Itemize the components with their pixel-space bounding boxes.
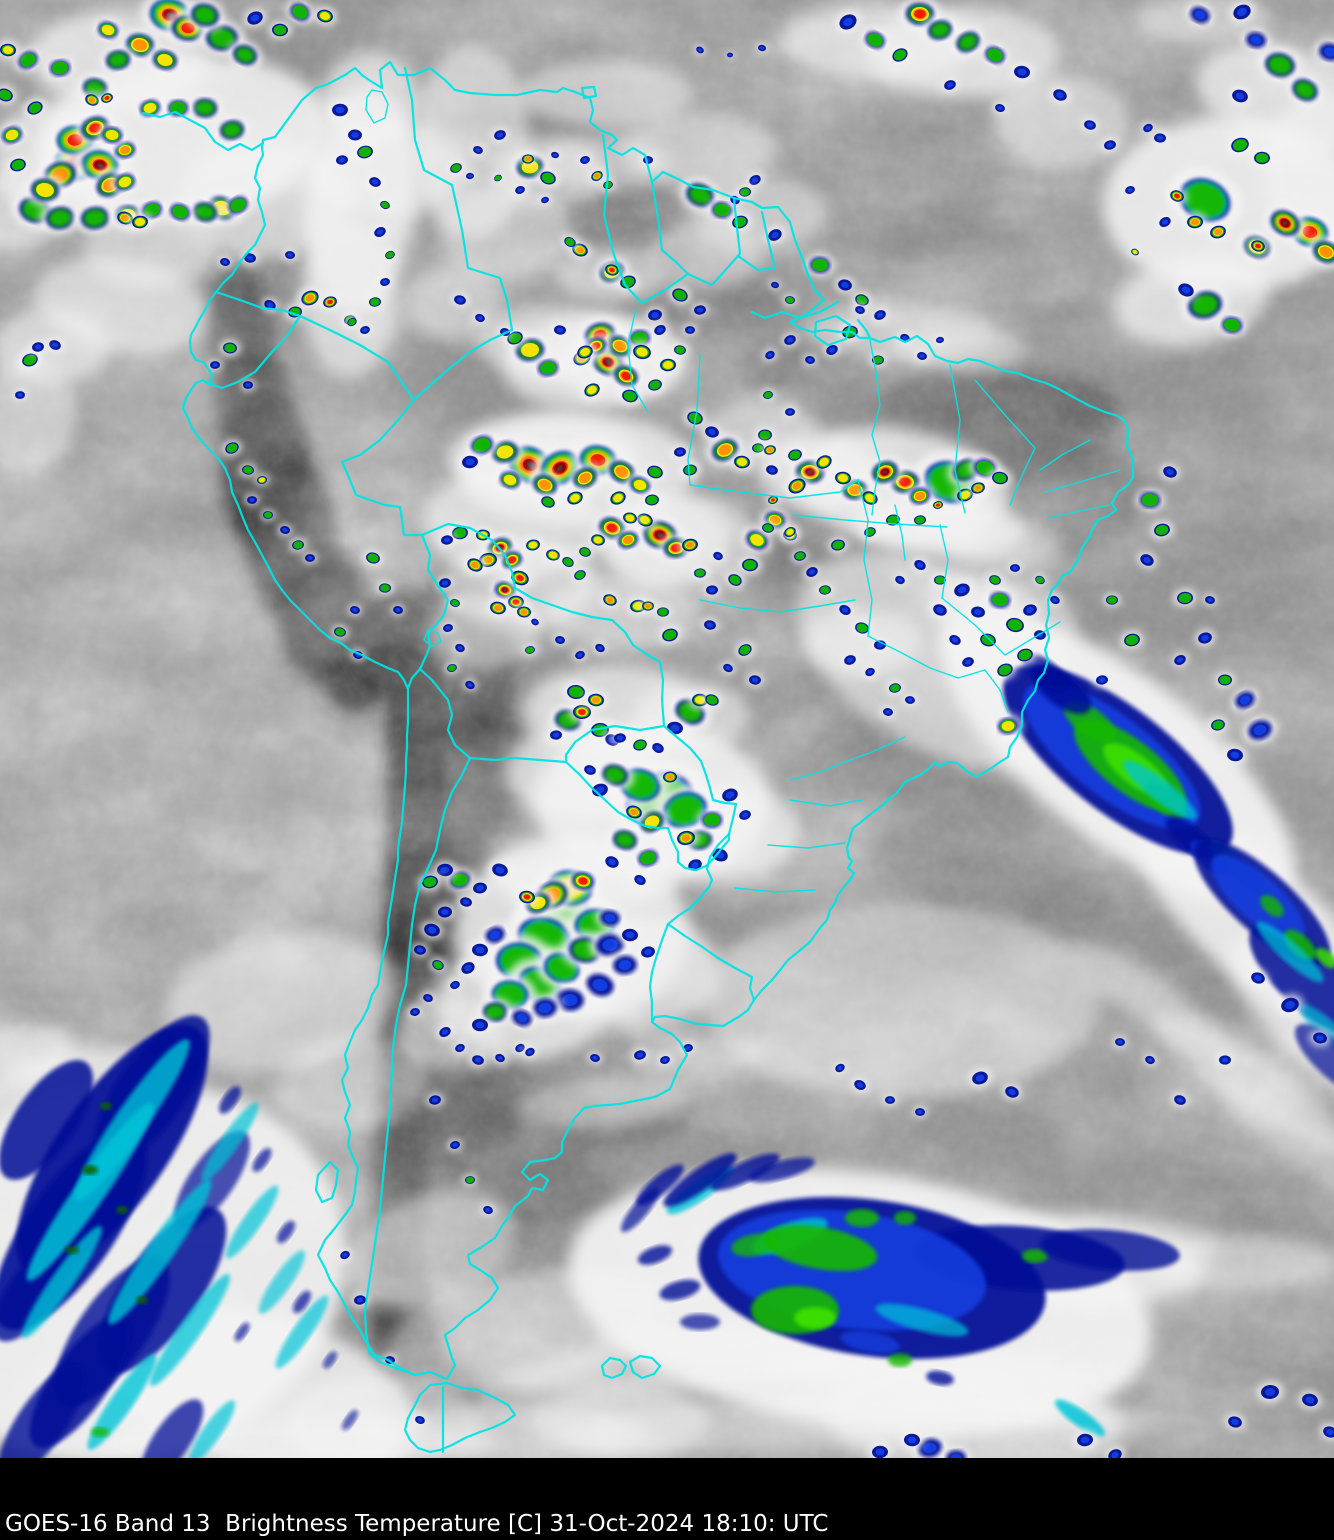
satellite-image xyxy=(0,0,1334,1458)
country-borders xyxy=(141,60,1135,1454)
caption-text: GOES-16 Band 13 Brightness Temperature [… xyxy=(5,1511,829,1537)
satellite-map xyxy=(0,0,1334,1458)
caption-bar: GOES-16 Band 13 Brightness Temperature [… xyxy=(0,1458,1334,1540)
enhanced-cloud-bands xyxy=(0,474,1334,1458)
